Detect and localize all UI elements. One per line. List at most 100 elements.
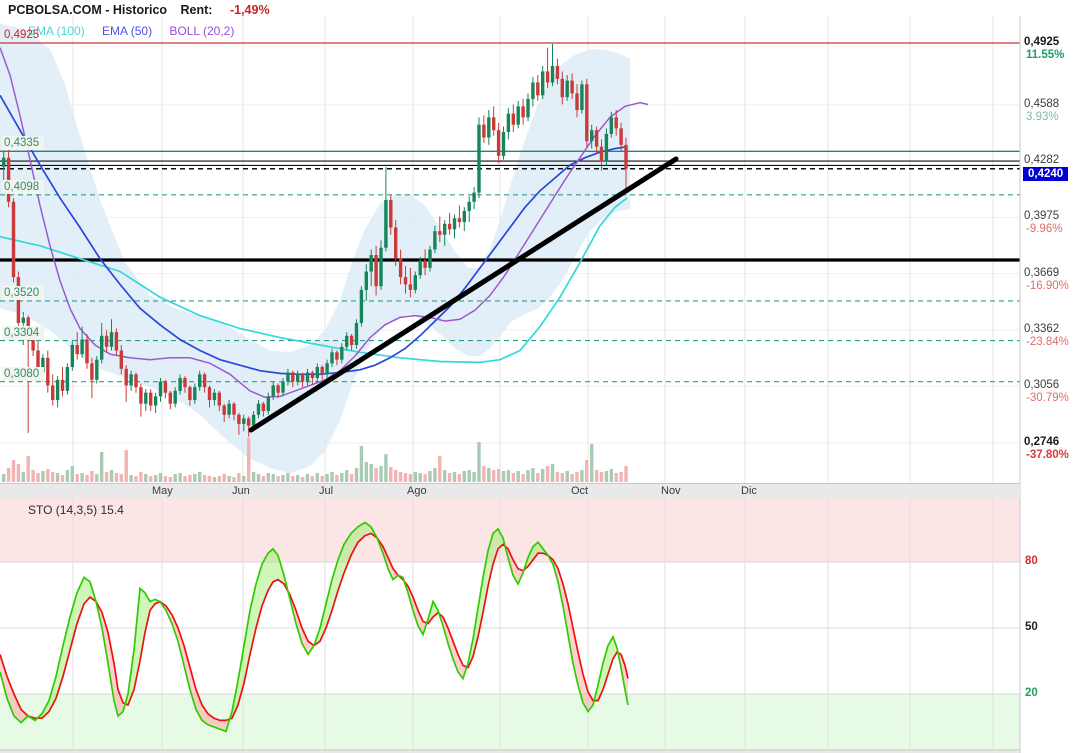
sto-fill [573,628,578,686]
sto-indicator-label: STO (14,3,5) 15.4 [28,503,124,517]
candle-body [296,374,300,382]
candle-body [21,317,25,323]
volume-bar [300,477,305,482]
volume-bar [41,471,45,482]
candle-body [320,367,324,375]
candle-body [104,335,109,347]
month-label-jun: Jun [232,485,250,497]
volume-bar [501,471,506,482]
volume-bar [16,464,21,482]
candle-body [472,192,476,202]
candle-body [80,339,84,355]
sto-level-label-50: 50 [1025,621,1038,633]
candle-body [335,352,339,360]
volume-bar [75,474,79,482]
candle-body [560,78,564,98]
legend-ema50[interactable]: EMA (50) [102,24,153,38]
sto-fill [413,597,418,626]
candle-body [266,396,270,412]
volume-bar [335,475,339,482]
sto-fill [513,559,518,584]
volume-bar [168,477,172,482]
volume-bar [11,460,16,482]
candle-body [565,80,569,98]
volume-bar [496,469,501,482]
volume-bar [364,462,368,482]
volume-bar [242,476,246,482]
volume-bar [398,472,403,482]
sto-fill [184,645,190,690]
legend-ema100[interactable]: EMA (100) [28,24,85,38]
candle-body [51,385,55,401]
sto-fill [483,551,488,613]
candle-body [550,65,555,83]
sto-fill [314,628,320,646]
candle-body [286,372,290,382]
volume-bar [482,466,486,482]
sto-fill [296,610,302,644]
candle-body [31,339,35,351]
indicator-legend: EMA (100) EMA (50) BOLL (20,2) [28,24,248,38]
volume-bar [144,474,148,482]
sto-fill [358,522,365,543]
volume-bar [594,470,599,482]
sto-fill [70,592,77,650]
candle-body [531,82,535,99]
candle-body [2,157,6,167]
volume-bar [251,472,256,482]
bollinger-band-fill [0,23,630,474]
stochastic-chart[interactable] [0,497,1073,753]
trendline[interactable] [248,156,679,433]
volume-bar [65,470,70,482]
axis-price-label: 0,3975 [1024,210,1060,223]
volume-bar [452,472,457,482]
volume-bar [340,473,344,482]
volume-bar [315,473,319,482]
candle-body [90,363,94,380]
legend-boll[interactable]: BOLL (20,2) [169,24,235,38]
sto-level-label-20: 20 [1025,687,1038,699]
candle-body [271,385,275,397]
candle-body [261,403,266,412]
volume-bar [60,475,65,482]
volume-bar [545,466,550,482]
candle-body [6,157,11,202]
ema100-line [0,197,628,364]
candle-body [462,210,466,222]
volume-bar [320,476,324,482]
month-label-dic: Dic [741,485,757,497]
volume-bar [614,473,618,482]
volume-bar [212,477,217,482]
sto-fill [268,548,273,591]
volume-bar [374,468,378,482]
candle-body [237,414,241,424]
left-price-label: 0,3304 [2,325,45,340]
volume-bar [256,474,261,482]
volume-bar [536,473,540,482]
axis-price-label: 0,4925 [1024,36,1060,48]
volume-bar [6,468,11,482]
volume-bar [153,475,158,482]
axis-price-label: 0,3056 [1024,379,1060,392]
candle-body [340,346,344,360]
candle-body [447,223,452,230]
candle-body [541,71,545,96]
candle-body [609,117,613,134]
sto-fill [528,546,533,567]
volume-bar [521,474,525,482]
candle-body [153,396,158,406]
candle-body [281,381,285,393]
volume-bar [198,472,202,482]
volume-bar [462,471,466,482]
volume-bar [472,472,476,482]
axis-percent-label: -23.84% [1026,335,1069,348]
candle-body [521,106,525,118]
price-chart[interactable] [0,0,1073,497]
volume-bar [492,470,496,482]
volume-bar [565,471,569,482]
sto-fill [273,548,278,582]
rent-value: -1,49% [229,3,270,17]
month-label-jul: Jul [319,485,334,497]
volume-bar [467,470,471,482]
page-title: PCBOLSA.COM - Historico [8,3,168,17]
